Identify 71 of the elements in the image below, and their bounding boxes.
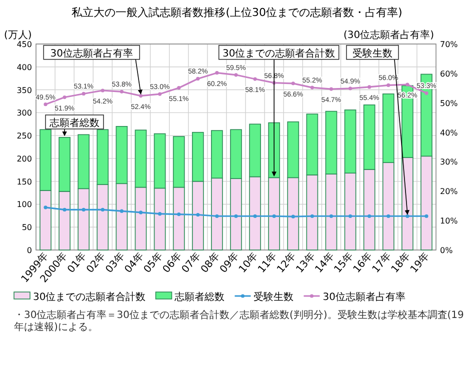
y-tick-label: 50	[22, 223, 32, 232]
point	[158, 212, 162, 216]
point	[44, 102, 48, 106]
point	[368, 214, 372, 218]
point	[310, 214, 314, 218]
point	[310, 86, 314, 90]
y2-tick-label: 60%	[440, 69, 458, 78]
point	[82, 208, 86, 212]
y2-axis-title: (30位志願者占有率)	[343, 29, 434, 41]
point	[177, 86, 181, 90]
y2-tick-label: 70%	[440, 40, 458, 49]
point	[234, 214, 238, 218]
y2-tick-label: 20%	[440, 187, 458, 196]
point	[348, 86, 352, 90]
point	[253, 77, 257, 81]
x-tick-label: 19年	[408, 250, 432, 276]
point	[329, 87, 334, 91]
y2-tick-label: 0%	[440, 246, 454, 255]
y-tick-label: 450	[16, 40, 32, 49]
point	[158, 92, 162, 96]
point	[272, 214, 276, 218]
legend-label: 受験生数	[254, 291, 294, 303]
point	[177, 212, 181, 216]
y2-tick-label: 30%	[440, 158, 458, 167]
point	[424, 91, 428, 95]
point	[100, 88, 104, 92]
y2-tick-label: 50%	[440, 98, 458, 108]
y2-tick-label: 40%	[440, 128, 458, 138]
y-tick-label: 300	[16, 108, 32, 118]
point	[62, 208, 66, 212]
point	[138, 94, 143, 98]
y-tick-label: 100	[16, 200, 32, 210]
annotation: 志願者総数	[50, 116, 100, 129]
point	[100, 208, 104, 212]
point	[215, 71, 219, 75]
point	[120, 209, 124, 213]
y-tick-label: 200	[16, 154, 32, 164]
point	[386, 214, 390, 218]
point	[291, 214, 295, 218]
point	[291, 82, 295, 86]
point	[406, 214, 410, 218]
point	[406, 82, 410, 86]
point	[424, 214, 428, 218]
y-tick-label: 400	[16, 62, 32, 72]
y-axis-title: (万人)	[4, 30, 32, 41]
point	[253, 214, 257, 218]
point	[196, 212, 200, 217]
point	[44, 206, 48, 210]
point	[196, 76, 200, 81]
legend-label: 30位までの志願者合計数	[33, 291, 146, 303]
point	[215, 214, 219, 218]
point	[329, 214, 334, 218]
point	[348, 214, 352, 218]
y2-tick-label: 10%	[440, 216, 458, 226]
y-tick-label: 250	[16, 132, 32, 141]
point	[120, 90, 124, 94]
annotation: 受験生数	[352, 47, 392, 60]
point	[386, 83, 390, 87]
point	[82, 92, 86, 96]
annotation: 30位志願者占有率	[50, 47, 133, 60]
chart-title: 私立大の一般入試志願者数推移(上位30位までの志願者数・占有率)	[72, 6, 402, 19]
y-tick-label: 0	[26, 246, 32, 255]
y-tick-label: 150	[16, 177, 32, 186]
annotation: 30位までの志願者合計数	[222, 47, 336, 60]
point	[62, 95, 66, 100]
point	[368, 85, 372, 89]
y-tick-label: 350	[16, 86, 32, 95]
legend-label: 30位志願者占有率	[322, 291, 406, 303]
point	[138, 210, 143, 214]
point	[234, 73, 238, 77]
legend-label: 志願者総数	[174, 291, 225, 303]
